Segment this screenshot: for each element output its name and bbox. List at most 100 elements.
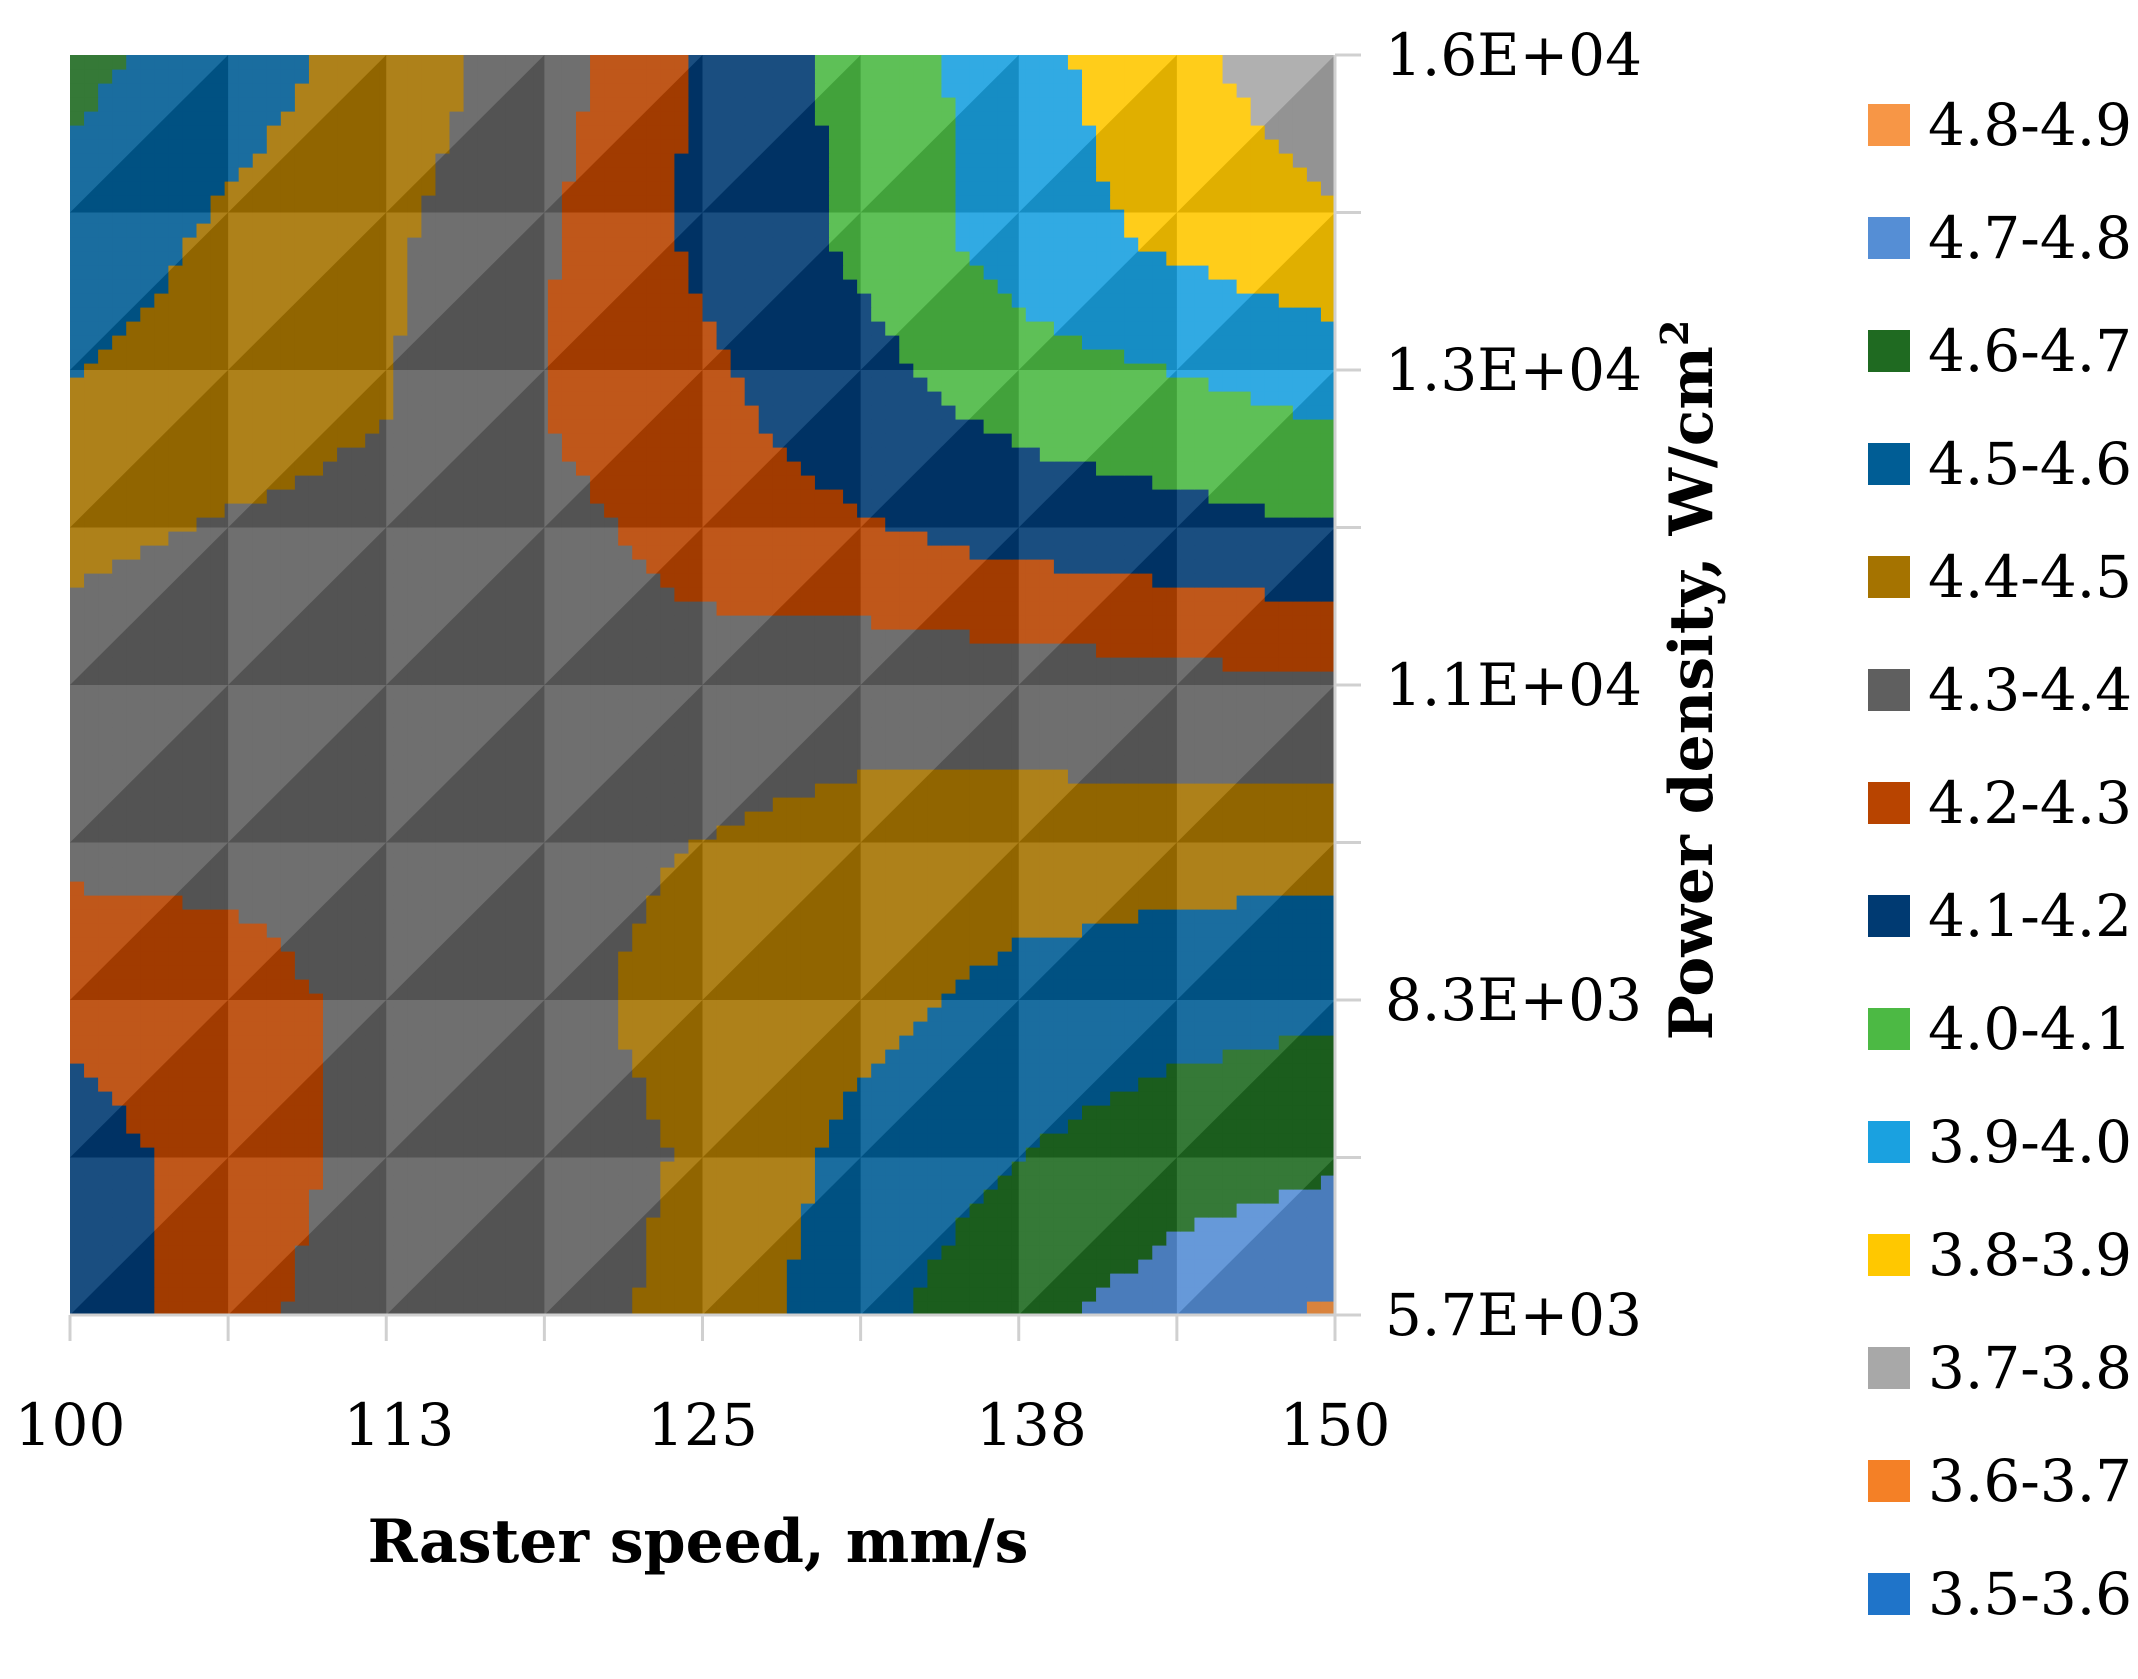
contour-cell xyxy=(210,1273,226,1288)
contour-cell xyxy=(1039,1287,1055,1302)
contour-cell xyxy=(1292,1301,1308,1316)
contour-cell xyxy=(224,1287,240,1302)
contour-cell xyxy=(1138,1301,1153,1316)
contour-cell xyxy=(463,1273,479,1288)
contour-cell xyxy=(871,1301,886,1316)
contour-cell xyxy=(1025,1273,1041,1288)
contour-cell xyxy=(885,1287,900,1302)
contour-cell xyxy=(435,1287,451,1302)
contour-cell xyxy=(730,1287,746,1302)
contour-cell xyxy=(969,1301,985,1316)
contour-cell xyxy=(716,1287,732,1302)
contour-cell xyxy=(955,1301,971,1316)
contour-cell xyxy=(84,1273,99,1288)
contour-cell xyxy=(112,1259,127,1274)
contour-cell xyxy=(308,1259,324,1274)
contour-cell xyxy=(1180,1301,1196,1316)
contour-cell xyxy=(196,1259,212,1274)
contour-cell xyxy=(365,1287,380,1302)
contour-cell xyxy=(463,1301,479,1316)
contour-cell xyxy=(1208,1287,1224,1302)
contour-cell xyxy=(168,1287,184,1302)
contour-cell xyxy=(1096,1273,1111,1288)
contour-cell xyxy=(829,1273,844,1288)
contour-cell xyxy=(730,1301,746,1316)
contour-cell xyxy=(210,1301,226,1316)
contour-cell xyxy=(393,1287,408,1302)
contour-cell xyxy=(913,1301,928,1316)
contour-cell xyxy=(407,1287,422,1302)
contour-cell xyxy=(590,1287,605,1302)
contour-cell xyxy=(1067,1273,1083,1288)
contour-cell xyxy=(533,1273,549,1288)
contour-cell xyxy=(168,1273,184,1288)
contour-cell xyxy=(814,1301,830,1316)
contour-cell xyxy=(829,1287,844,1302)
contour-cell xyxy=(112,1287,127,1302)
contour-cell xyxy=(294,1273,310,1288)
contour-cell xyxy=(646,1287,661,1302)
contour-cell xyxy=(435,1301,451,1316)
contour-cell xyxy=(491,1273,507,1288)
contour-cell xyxy=(1250,1273,1266,1288)
contour-cell xyxy=(407,1273,422,1288)
contour-cell xyxy=(393,1273,408,1288)
contour-cell xyxy=(1011,1287,1027,1302)
contour-cell xyxy=(1053,1301,1069,1316)
contour-cell xyxy=(814,1273,830,1288)
contour-cell xyxy=(547,1301,563,1316)
contour-cell xyxy=(1110,1287,1125,1302)
contour-cell xyxy=(421,1273,437,1288)
contour-cell xyxy=(1053,1273,1069,1288)
contour-cell xyxy=(857,1287,872,1302)
contour-cell xyxy=(1124,1287,1139,1302)
contour-cell xyxy=(266,1287,282,1302)
contour-cell xyxy=(1082,1273,1097,1288)
contour-cell xyxy=(1222,1273,1238,1288)
contour-cell xyxy=(126,1301,141,1316)
contour-cell xyxy=(505,1287,521,1302)
contour-cell xyxy=(674,1273,690,1288)
contour-cell xyxy=(252,1259,268,1274)
contour-cell xyxy=(1011,1273,1027,1288)
contour-cell xyxy=(463,1287,479,1302)
contour-cell xyxy=(323,1301,338,1316)
contour-cell xyxy=(1152,1287,1167,1302)
contour-cell xyxy=(688,1301,704,1316)
contour-cell xyxy=(266,1301,282,1316)
contour-cell xyxy=(983,1273,999,1288)
contour-cell xyxy=(154,1273,169,1288)
contour-cell xyxy=(1306,1301,1322,1316)
contour-cell xyxy=(561,1273,577,1288)
contour-cell xyxy=(646,1273,661,1288)
contour-cell xyxy=(421,1259,437,1274)
contour-cell xyxy=(351,1259,366,1274)
contour-cell xyxy=(688,1287,704,1302)
contour-cell xyxy=(98,1259,113,1274)
contour-cell xyxy=(98,1287,113,1302)
contour-cell xyxy=(449,1259,465,1274)
contour-cell xyxy=(1166,1301,1181,1316)
contour-cell xyxy=(941,1287,957,1302)
contour-cell xyxy=(224,1273,240,1288)
contour-cell xyxy=(196,1273,212,1288)
contour-cell xyxy=(913,1273,928,1288)
contour-cell xyxy=(561,1301,577,1316)
contour-cell xyxy=(477,1287,493,1302)
contour-cell xyxy=(449,1301,465,1316)
contour-cell xyxy=(477,1273,493,1288)
contour-cell xyxy=(1278,1287,1294,1302)
contour-cell xyxy=(1110,1273,1125,1288)
contour-cell xyxy=(772,1301,788,1316)
contour-cell xyxy=(561,1287,577,1302)
contour-cell xyxy=(702,1301,718,1316)
contour-cell xyxy=(969,1287,985,1302)
contour-cell xyxy=(1152,1273,1167,1288)
contour-cell xyxy=(800,1287,816,1302)
contour-cell xyxy=(168,1301,184,1316)
contour-cell xyxy=(758,1301,774,1316)
contour-cell xyxy=(182,1273,198,1288)
contour-cell xyxy=(547,1287,563,1302)
contour-cell xyxy=(997,1273,1013,1288)
contour-cell xyxy=(252,1301,268,1316)
